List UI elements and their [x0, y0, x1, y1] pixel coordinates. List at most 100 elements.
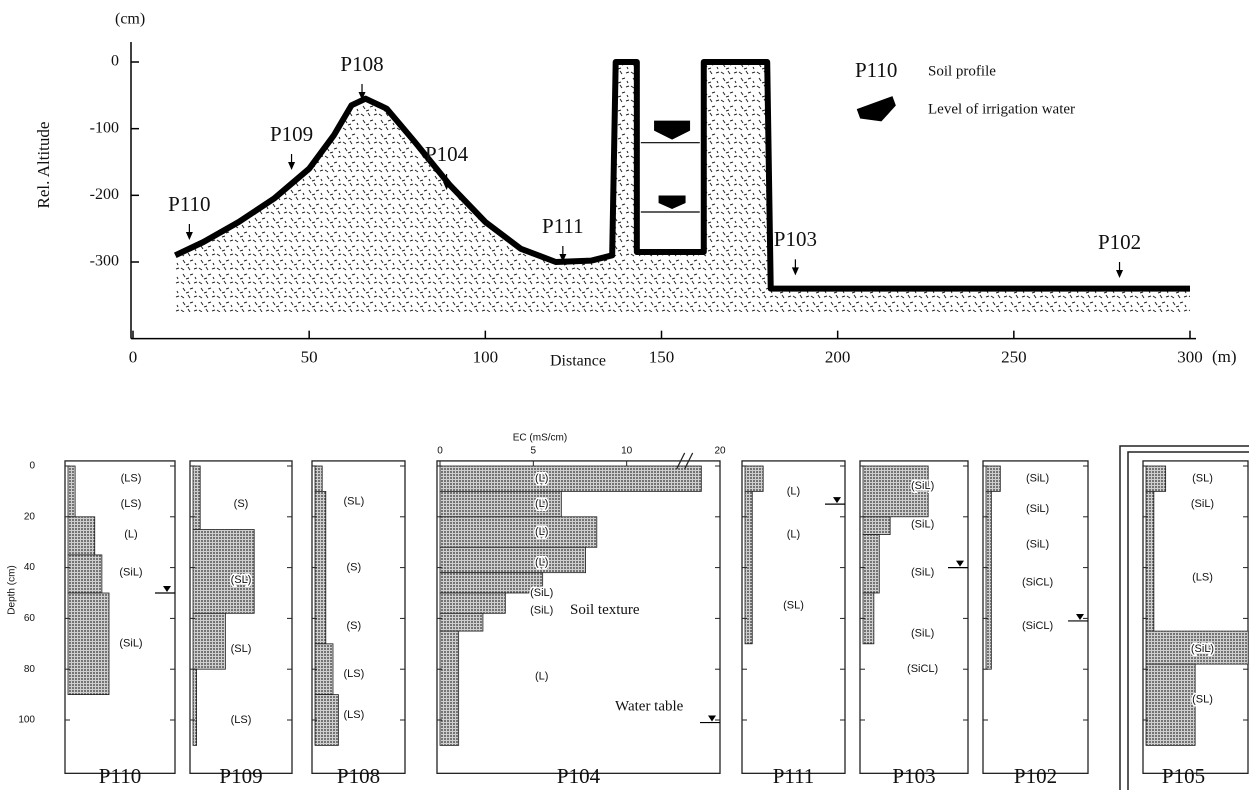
- texture-label: (L): [535, 556, 548, 568]
- profile-label: P111: [542, 214, 584, 238]
- y-tick-label: 20: [24, 511, 36, 522]
- ec-bar: [439, 572, 544, 594]
- panel-title: P108: [337, 764, 380, 788]
- legend-water-arrow: [856, 96, 896, 122]
- y-tick-label: -100: [90, 119, 119, 136]
- ec-bar: [67, 592, 110, 695]
- profile-marker: [559, 246, 567, 262]
- marker-head: [185, 232, 193, 240]
- x-tick-label: 50: [301, 348, 318, 367]
- panel-frame: [311, 460, 406, 774]
- water-arrow: [654, 120, 691, 140]
- texture-label: (LS): [121, 473, 142, 485]
- ec-bar: [67, 465, 76, 518]
- ec-bar: [439, 630, 460, 746]
- texture-label: (L): [535, 473, 548, 485]
- ec-bar: [439, 465, 702, 492]
- profile-marker: [791, 259, 799, 276]
- panel-frame: [1142, 460, 1249, 774]
- panel-title: P109: [219, 764, 262, 788]
- legend-profile-label: P110: [855, 58, 897, 82]
- y-tick-label: 0: [29, 461, 35, 472]
- profile-marker: [185, 224, 193, 240]
- ec-bar: [862, 534, 880, 594]
- surface-line: [173, 59, 1190, 292]
- ec-bar: [439, 546, 587, 574]
- profile-label: P102: [1098, 230, 1141, 254]
- water-table-head: [833, 497, 841, 504]
- profile-label: P109: [270, 122, 313, 146]
- water-table: [155, 586, 175, 594]
- ec-bar: [439, 490, 562, 518]
- legend-profile-text: Soil profile: [928, 63, 996, 79]
- x-tick-label: 100: [473, 348, 499, 367]
- texture-label: (LS): [343, 668, 364, 680]
- ec-bar: [192, 668, 197, 746]
- texture-label: (S): [347, 620, 362, 632]
- profile-label: P108: [340, 52, 383, 76]
- y-axis-title: Rel. Altitude: [34, 122, 53, 209]
- ec-bar: [862, 465, 929, 518]
- x-tick-label: 0: [129, 348, 138, 367]
- y-tick-label: 40: [24, 562, 36, 573]
- x-axis-title: Distance: [550, 353, 606, 370]
- ec-bar: [1145, 465, 1167, 492]
- texture-label: (L): [124, 528, 137, 540]
- texture-label: (LS): [231, 714, 252, 726]
- profile-label: P103: [774, 227, 817, 251]
- ec-bar: [439, 516, 598, 548]
- panel-title: P111: [773, 764, 815, 788]
- texture-label: (SiL): [1191, 643, 1214, 655]
- panel-frame: [436, 460, 721, 774]
- ec-bar: [314, 465, 323, 492]
- ec-bar: [744, 465, 764, 492]
- x-tick-label: 20: [714, 446, 726, 457]
- ec-bar: [439, 592, 506, 614]
- water-table-head: [163, 586, 171, 592]
- ec-bar: [192, 529, 255, 614]
- texture-label: (SiL): [1026, 473, 1049, 485]
- marker-head: [791, 267, 799, 276]
- y-tick-label: 0: [111, 53, 119, 70]
- texture-label: (SiCL): [1022, 577, 1053, 589]
- x-axis-title: EC (mS/cm): [513, 433, 567, 444]
- ec-bar: [192, 612, 226, 670]
- water-table-head: [956, 560, 964, 567]
- profile-marker: [358, 84, 366, 100]
- annotation: Water table: [615, 699, 684, 715]
- ec-bar: [1145, 490, 1155, 632]
- x-unit: (m): [1212, 347, 1237, 366]
- water-table: [700, 715, 720, 724]
- texture-label: (S): [347, 562, 362, 574]
- texture-label: (SiL): [119, 638, 142, 650]
- legend-water-text: Level of irrigation water: [928, 101, 1075, 117]
- texture-label: (SL): [783, 600, 804, 612]
- profile-marker: [1116, 262, 1124, 278]
- texture-label: (LS): [343, 709, 364, 721]
- axis-break: [676, 452, 694, 470]
- water-table-head: [1076, 613, 1084, 620]
- texture-label: (L): [535, 498, 548, 510]
- ec-bar: [67, 516, 96, 556]
- ec-bar: [314, 643, 334, 695]
- panel-title: P104: [557, 764, 601, 788]
- x-tick-label: 250: [1001, 348, 1027, 367]
- x-tick-label: 5: [531, 446, 537, 457]
- texture-label: (SiL): [1026, 539, 1049, 551]
- texture-label: (SL): [1192, 694, 1213, 706]
- y-tick-label: -300: [90, 253, 119, 270]
- texture-label: (SL): [231, 574, 252, 586]
- water-table: [948, 560, 968, 569]
- texture-label: (SiL): [1191, 498, 1214, 510]
- texture-label: (SiL): [911, 480, 934, 492]
- marker-head: [1116, 270, 1124, 278]
- ec-bar: [862, 516, 891, 535]
- x-tick-label: 300: [1177, 348, 1203, 367]
- profile-marker: [288, 154, 296, 170]
- texture-label: (SL): [231, 643, 252, 655]
- texture-label: (SiL): [911, 518, 934, 530]
- ec-bar: [985, 465, 1001, 492]
- ground-fill: [175, 62, 1190, 312]
- annotation: Soil texture: [570, 602, 640, 618]
- texture-label: (S): [234, 498, 249, 510]
